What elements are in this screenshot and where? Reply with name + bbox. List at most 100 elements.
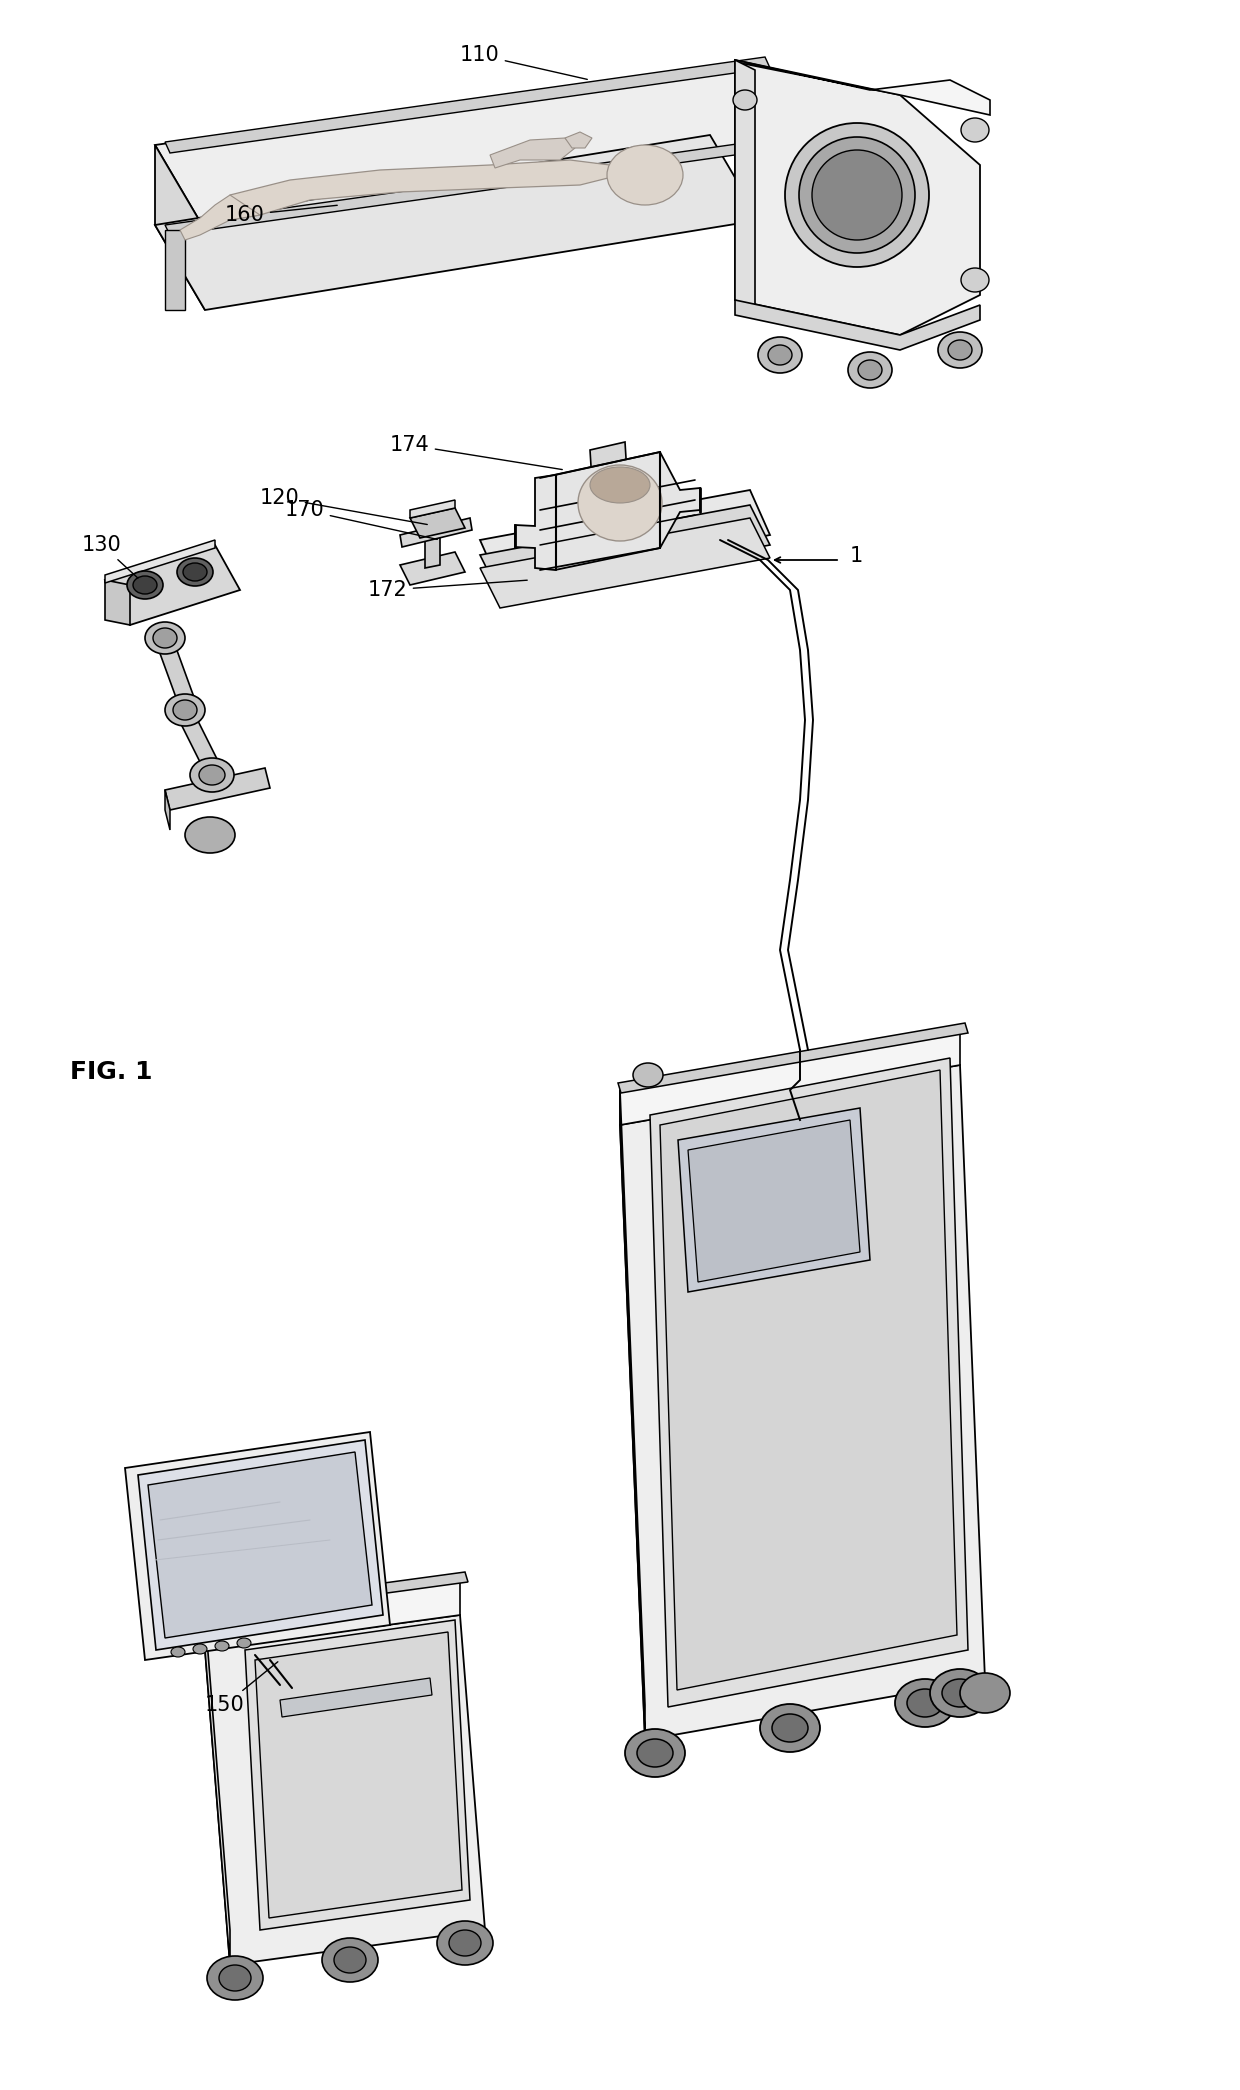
Polygon shape — [105, 539, 215, 583]
Ellipse shape — [961, 268, 990, 293]
Polygon shape — [610, 163, 642, 178]
Polygon shape — [401, 552, 465, 585]
Ellipse shape — [858, 359, 882, 380]
Ellipse shape — [608, 144, 683, 205]
Polygon shape — [155, 61, 810, 230]
Ellipse shape — [198, 765, 224, 786]
Ellipse shape — [590, 466, 650, 504]
Polygon shape — [620, 1030, 960, 1124]
Ellipse shape — [193, 1645, 207, 1653]
Polygon shape — [620, 1091, 645, 1741]
Ellipse shape — [942, 1678, 978, 1708]
Ellipse shape — [219, 1965, 250, 1992]
Polygon shape — [255, 1632, 463, 1919]
Ellipse shape — [961, 117, 990, 142]
Polygon shape — [410, 508, 465, 537]
Polygon shape — [138, 1440, 383, 1649]
Ellipse shape — [848, 351, 892, 389]
Polygon shape — [165, 56, 770, 153]
Polygon shape — [620, 1066, 985, 1741]
Polygon shape — [205, 1616, 485, 1965]
Ellipse shape — [960, 1672, 1011, 1714]
Text: 174: 174 — [391, 435, 562, 470]
Polygon shape — [165, 140, 770, 234]
Ellipse shape — [322, 1937, 378, 1981]
Ellipse shape — [768, 345, 792, 366]
Ellipse shape — [185, 817, 236, 853]
Ellipse shape — [758, 336, 802, 372]
Ellipse shape — [625, 1728, 684, 1776]
Polygon shape — [229, 161, 620, 219]
Polygon shape — [410, 500, 455, 518]
Polygon shape — [735, 61, 980, 334]
Polygon shape — [180, 194, 260, 240]
Text: 130: 130 — [82, 535, 138, 579]
Polygon shape — [735, 61, 990, 115]
Polygon shape — [618, 1022, 968, 1093]
Text: FIG. 1: FIG. 1 — [69, 1060, 153, 1085]
Polygon shape — [660, 1070, 957, 1691]
Polygon shape — [565, 132, 591, 148]
Ellipse shape — [906, 1689, 942, 1718]
Ellipse shape — [215, 1641, 229, 1651]
Polygon shape — [401, 518, 472, 548]
Ellipse shape — [760, 1703, 820, 1751]
Ellipse shape — [177, 558, 213, 585]
Ellipse shape — [184, 562, 207, 581]
Text: 110: 110 — [460, 46, 588, 79]
Polygon shape — [165, 767, 270, 811]
Polygon shape — [480, 489, 770, 585]
Text: 1: 1 — [849, 545, 863, 566]
Ellipse shape — [153, 627, 177, 648]
Polygon shape — [200, 1572, 467, 1618]
Ellipse shape — [937, 332, 982, 368]
Polygon shape — [425, 508, 440, 568]
Polygon shape — [157, 646, 195, 702]
Polygon shape — [280, 1678, 432, 1718]
Polygon shape — [155, 144, 205, 309]
Text: 160: 160 — [224, 205, 337, 226]
Ellipse shape — [207, 1956, 263, 2000]
Polygon shape — [480, 506, 770, 596]
Polygon shape — [480, 518, 770, 608]
Polygon shape — [125, 1432, 391, 1659]
Text: 170: 170 — [285, 500, 438, 539]
Polygon shape — [205, 1580, 460, 1649]
Polygon shape — [590, 441, 627, 497]
Polygon shape — [165, 790, 170, 830]
Ellipse shape — [895, 1678, 955, 1726]
Ellipse shape — [799, 138, 915, 253]
Ellipse shape — [773, 1714, 808, 1741]
Ellipse shape — [171, 1647, 185, 1657]
Polygon shape — [246, 1620, 470, 1929]
Ellipse shape — [930, 1670, 990, 1718]
Text: 150: 150 — [205, 1662, 278, 1716]
Polygon shape — [179, 715, 219, 767]
Ellipse shape — [174, 700, 197, 719]
Ellipse shape — [812, 150, 901, 240]
Ellipse shape — [126, 571, 162, 600]
Ellipse shape — [165, 694, 205, 725]
Polygon shape — [515, 451, 701, 571]
Polygon shape — [155, 136, 760, 309]
Polygon shape — [678, 1108, 870, 1292]
Ellipse shape — [733, 90, 756, 111]
Ellipse shape — [237, 1639, 250, 1649]
Ellipse shape — [785, 123, 929, 268]
Ellipse shape — [949, 341, 972, 359]
Text: 120: 120 — [260, 487, 428, 525]
Polygon shape — [148, 1453, 372, 1639]
Ellipse shape — [632, 1064, 663, 1087]
Ellipse shape — [133, 577, 157, 594]
Ellipse shape — [578, 464, 662, 541]
Polygon shape — [205, 1616, 229, 1965]
Text: 172: 172 — [368, 581, 527, 600]
Polygon shape — [650, 1058, 968, 1708]
Ellipse shape — [637, 1739, 673, 1766]
Ellipse shape — [436, 1921, 494, 1965]
Polygon shape — [735, 61, 755, 309]
Polygon shape — [735, 301, 980, 349]
Ellipse shape — [334, 1948, 366, 1973]
Polygon shape — [688, 1120, 861, 1281]
Polygon shape — [490, 138, 575, 167]
